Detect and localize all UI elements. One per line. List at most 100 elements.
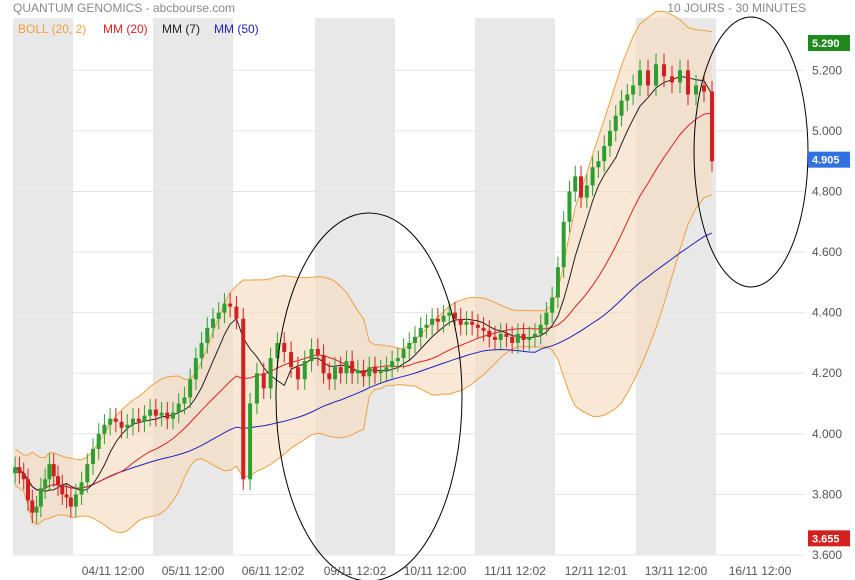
candle-body: [165, 412, 170, 419]
candle-body: [171, 412, 175, 419]
candle-body: [441, 315, 446, 322]
candle-body: [56, 476, 60, 486]
candle-body: [125, 424, 130, 428]
x-tick-label: 11/11 12:02: [484, 564, 546, 578]
session-band: [475, 18, 555, 555]
legend: BOLL (20, 2) MM (20) MM (7) MM (50): [18, 22, 259, 36]
candle-body: [13, 467, 18, 474]
y-tick-label: 4.600: [812, 245, 842, 259]
candle-body: [228, 303, 233, 307]
candle-body: [401, 349, 406, 359]
legend-mm7: MM (7): [162, 22, 200, 36]
candle-body: [430, 318, 435, 325]
candle-body: [302, 361, 307, 380]
candle-body: [216, 312, 221, 319]
candle-body: [136, 418, 141, 422]
candle-body: [327, 373, 332, 380]
candle-body: [282, 342, 287, 353]
x-tick-label: 13/11 12:00: [645, 564, 708, 578]
candle-body: [254, 373, 259, 404]
candle-body: [710, 91, 714, 162]
candle-body: [51, 464, 56, 477]
price-label-bg: [808, 151, 850, 168]
candle-body: [579, 176, 584, 198]
y-tick-label: 4.400: [812, 306, 842, 320]
candle-body: [182, 397, 187, 404]
price-labels: 5.290 4.905 3.655: [808, 35, 850, 547]
candle-body: [384, 367, 389, 371]
candle-body: [248, 403, 253, 480]
candle-body: [584, 185, 589, 198]
candle-body: [79, 482, 84, 495]
candle-body: [159, 412, 164, 416]
candle-body: [498, 333, 503, 340]
candle-body: [407, 342, 412, 349]
y-tick-label: 5.000: [812, 124, 842, 138]
moving-averages: [14, 75, 713, 492]
y-tick-label: 5.200: [812, 63, 842, 77]
candle-body: [694, 85, 698, 95]
bollinger-band: [14, 10, 713, 534]
candle-body: [464, 321, 469, 325]
candle-body: [567, 191, 572, 222]
bollinger-upper: [14, 10, 713, 461]
x-tick-label: 04/11 12:00: [82, 564, 145, 578]
legend-boll: BOLL (20, 2): [18, 22, 86, 36]
candle-body: [91, 448, 95, 465]
mm20-line: [14, 112, 713, 491]
candle-body: [38, 488, 43, 507]
candle-body: [96, 433, 101, 449]
price-label-bg: [808, 35, 850, 52]
candle-body: [654, 64, 658, 86]
candle-body: [295, 367, 300, 380]
y-tick-label: 3.800: [812, 487, 842, 501]
x-tick-label: 10/11 12:00: [404, 564, 467, 578]
candle-body: [596, 161, 601, 168]
candle-body: [26, 479, 30, 501]
candle-body: [702, 85, 706, 92]
candle-body: [561, 221, 566, 268]
candle-body: [638, 70, 642, 86]
candle-body: [355, 370, 360, 374]
candle-body: [458, 318, 463, 325]
price-label-low: 3.655: [812, 533, 840, 545]
candle-body: [373, 367, 377, 374]
candle-body: [64, 494, 69, 498]
y-tick-label: 4.000: [812, 427, 842, 441]
chart-period: 10 JOURS - 30 MINUTES: [667, 1, 806, 15]
candle-body: [211, 318, 215, 328]
legend-mm50: MM (50): [214, 22, 259, 36]
candle-body: [350, 361, 355, 374]
x-tick-label: 09/11 12:02: [324, 564, 387, 578]
candle-body: [470, 321, 475, 325]
x-tick-label: 06/11 12:02: [242, 564, 305, 578]
candle-body: [148, 409, 153, 416]
candle-body: [21, 473, 26, 480]
candle-body: [378, 370, 383, 374]
y-tick-label: 3.600: [812, 548, 842, 562]
candle-body: [361, 370, 366, 377]
candle-body: [119, 421, 124, 428]
candle-body: [590, 167, 595, 186]
candle-body: [315, 349, 320, 356]
candle-body: [131, 418, 135, 425]
y-tick-label: 4.800: [812, 184, 842, 198]
candle-body: [493, 336, 497, 340]
candle-body: [390, 361, 395, 368]
candle-body: [613, 115, 618, 131]
candle-body: [289, 352, 294, 368]
candle-body: [261, 373, 266, 389]
candle-body: [504, 333, 509, 337]
candle-body: [60, 485, 65, 495]
candle-body: [43, 479, 48, 489]
x-tick-label: 12/11 12:01: [565, 564, 628, 578]
x-axis: 04/11 12:00 05/11 12:00 06/11 12:02 09/11 1…: [82, 564, 792, 578]
mm7-line: [14, 75, 713, 492]
candle-body: [573, 176, 578, 192]
candle-body: [153, 409, 158, 416]
candle-body: [686, 70, 690, 95]
candle-body: [176, 403, 181, 413]
candle-body: [413, 336, 417, 343]
legend-mm20: MM (20): [103, 22, 148, 36]
